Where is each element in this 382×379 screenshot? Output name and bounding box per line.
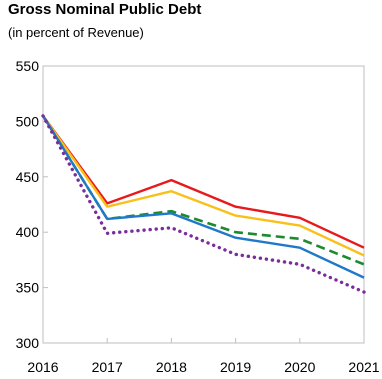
x-axis: 2016 2017 2018 2019 2020 2021 [27, 338, 380, 375]
series-1 [42, 115, 365, 249]
y-tick-label: 350 [16, 280, 40, 296]
series-line [41, 115, 365, 279]
series-line [41, 114, 366, 294]
y-tick-label: 400 [16, 224, 40, 240]
x-tick-label: 2021 [348, 359, 379, 375]
y-tick-label: 500 [16, 113, 40, 129]
y-tick-label: 300 [16, 335, 40, 351]
series-3 [41, 115, 365, 266]
series-layer [41, 114, 366, 294]
chart-subtitle: (in percent of Revenue) [8, 25, 144, 40]
series-line [42, 115, 365, 249]
y-tick-label: 550 [16, 58, 40, 74]
x-tick-label: 2018 [156, 359, 187, 375]
y-tick-label: 450 [16, 169, 40, 185]
series-line [41, 115, 365, 266]
x-tick-label: 2016 [27, 359, 58, 375]
series-4 [41, 115, 365, 279]
x-tick-label: 2017 [92, 359, 123, 375]
series-2 [42, 115, 365, 257]
chart-title: Gross Nominal Public Debt [8, 1, 202, 18]
series-line [42, 115, 365, 257]
plot-frame [42, 65, 365, 344]
x-tick-label: 2020 [284, 359, 315, 375]
x-tick-label: 2019 [220, 359, 251, 375]
series-5 [41, 114, 366, 294]
y-axis: 300 350 400 450 500 550 [16, 58, 48, 351]
